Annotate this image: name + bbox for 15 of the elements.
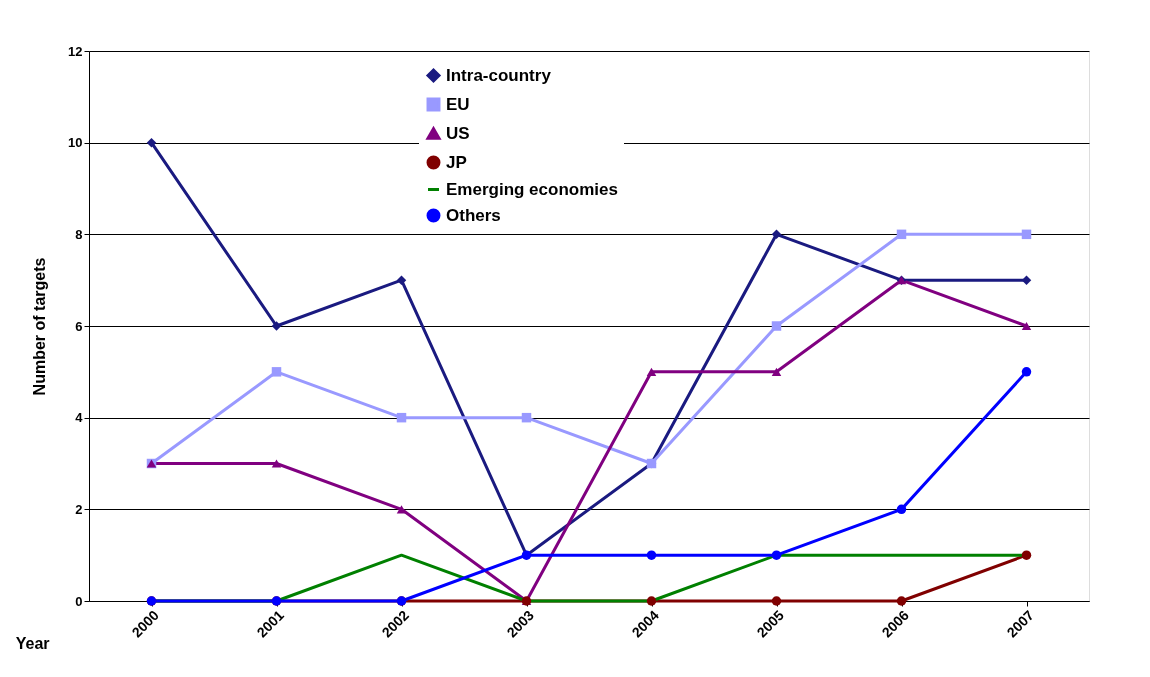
y-tick-label: 6	[75, 318, 83, 334]
y-tick-label: 4	[75, 410, 84, 426]
y-tick-label: 0	[75, 593, 83, 609]
legend-label: Emerging economies	[446, 179, 618, 199]
x-axis-title: Year	[15, 634, 50, 652]
y-tick-label: 10	[68, 135, 83, 151]
y-axis-title: Number of targets	[31, 257, 49, 396]
legend-label: JP	[446, 152, 467, 172]
legend-label: Intra-country	[446, 65, 552, 85]
legend-label: US	[446, 123, 470, 143]
legend-label: Others	[446, 205, 501, 225]
legend-label: EU	[446, 94, 470, 114]
y-tick-label: 8	[75, 226, 83, 242]
y-tick-label: 12	[68, 43, 83, 59]
y-tick-label: 2	[75, 501, 83, 517]
